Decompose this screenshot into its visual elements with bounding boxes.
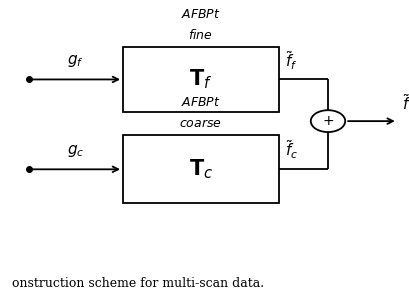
Text: $fine$: $fine$ — [188, 28, 213, 42]
Text: $\tilde{f}_f$: $\tilde{f}_f$ — [284, 49, 297, 72]
Bar — [123, 47, 278, 112]
Text: $\mathbf{T}_f$: $\mathbf{T}_f$ — [189, 68, 212, 91]
Text: $g_f$: $g_f$ — [67, 53, 84, 69]
Text: $\tilde{f}$: $\tilde{f}$ — [401, 93, 409, 113]
Text: $\mathbf{T}_c$: $\mathbf{T}_c$ — [188, 157, 213, 181]
Text: $AFBPt$: $AFBPt$ — [180, 96, 220, 110]
Text: $g_c$: $g_c$ — [67, 143, 84, 159]
Text: $\tilde{f}_c$: $\tilde{f}_c$ — [284, 139, 297, 162]
Text: $+$: $+$ — [321, 114, 333, 128]
Circle shape — [310, 110, 344, 132]
Bar — [123, 136, 278, 203]
Text: onstruction scheme for multi-scan data.: onstruction scheme for multi-scan data. — [12, 277, 264, 290]
Text: $coarse$: $coarse$ — [179, 117, 222, 130]
Text: $AFBPt$: $AFBPt$ — [180, 8, 220, 21]
